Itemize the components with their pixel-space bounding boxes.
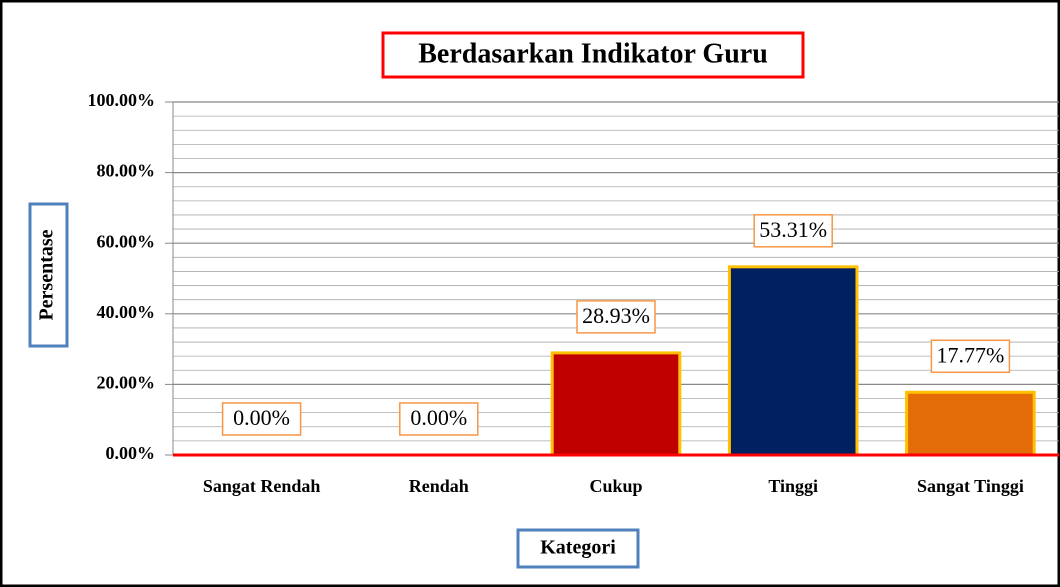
y-tick-label: 20.00% [97,373,156,393]
value-label: 17.77% [936,342,1004,367]
value-label: 0.00% [410,405,467,430]
value-label: 28.93% [582,303,650,328]
bar [727,265,859,457]
value-label: 53.31% [759,217,827,242]
x-tick-label: Sangat Tinggi [917,476,1024,496]
y-axis-title: Persentase [36,229,58,320]
x-label-box [516,528,640,569]
x-axis-title: Kategori [540,537,616,559]
value-label-box [576,300,656,334]
x-tick-label: Tinggi [768,476,818,496]
value-label-box [753,214,833,248]
y-tick-label: 40.00% [97,302,156,322]
y-label-box [28,202,69,348]
y-tick-label: 100.00% [88,90,156,110]
chart-title: Berdasarkan Indikator Guru [418,38,768,69]
value-label-box [221,402,302,436]
value-label-box [399,402,479,436]
bar [905,390,1036,457]
title-box [381,31,805,79]
y-tick-label: 60.00% [97,231,156,251]
value-label: 0.00% [233,405,290,430]
x-tick-label: Rendah [409,476,469,496]
y-tick-label: 0.00% [106,443,156,463]
x-tick-label: Sangat Rendah [203,476,321,496]
y-tick-label: 80.00% [97,161,156,181]
bar [550,351,682,457]
value-label-box [930,339,1011,374]
x-tick-label: Cukup [589,476,642,496]
